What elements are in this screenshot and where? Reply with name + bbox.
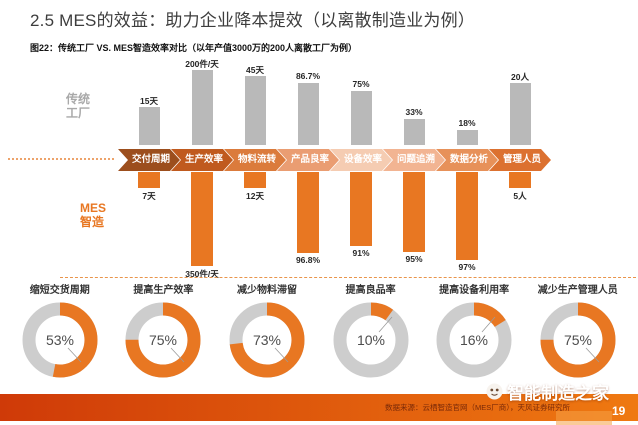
traditional-bar-value: 75% (352, 79, 370, 89)
donut-ring: 16% (436, 302, 512, 378)
traditional-bar (298, 83, 319, 145)
donut-title: 减少物料滞留 (236, 285, 297, 296)
traditional-bar-value: 33% (405, 107, 423, 117)
donut-title: 提高良品率 (345, 285, 396, 296)
donut-chart: 提高良品率 10% (319, 281, 423, 382)
traditional-bar (192, 70, 213, 145)
category-arrow: 问题追溯 (383, 149, 445, 171)
page-number: 19 (612, 404, 626, 418)
mes-bar-value: 12天 (246, 191, 264, 201)
donut-title: 缩短交货周期 (29, 285, 90, 296)
data-source-note: 数据来源：云栖智造官网（MES厂商），天风证券研究所 (385, 403, 571, 412)
mes-bar (509, 172, 531, 188)
donut-value: 75% (149, 332, 177, 348)
traditional-bar (139, 107, 160, 145)
mes-bar-value: 350件/天 (185, 269, 219, 279)
traditional-bar-value: 15天 (140, 96, 158, 106)
footer-bar (0, 394, 638, 421)
mes-bar-value: 7天 (142, 191, 156, 201)
mes-bar-value: 5人 (513, 191, 527, 201)
series-label-mes: MES 智造 (80, 201, 107, 229)
wechat-account-logo-icon (486, 383, 503, 400)
donut-value: 75% (564, 332, 592, 348)
category-arrow: 交付周期 (118, 149, 180, 171)
mes-bar (403, 172, 425, 252)
traditional-bar (457, 130, 478, 145)
donut-title: 提高设备利用率 (439, 285, 510, 296)
donut-value: 73% (253, 332, 281, 348)
mes-bar-value: 91% (352, 248, 370, 258)
traditional-bar-value: 20人 (511, 72, 529, 82)
mes-bar (191, 172, 213, 266)
donut-title: 减少生产管理人员 (537, 285, 618, 296)
category-arrow: 物料流转 (224, 149, 286, 171)
dotted-separator-line (60, 277, 636, 278)
page-title: 2.5 MES的效益：助力企业降本提效（以离散制造业为例） (30, 11, 475, 30)
dotted-leadin-line (8, 158, 114, 160)
donut-ring: 10% (333, 302, 409, 378)
donut-chart: 减少生产管理人员 75% (526, 281, 630, 382)
donut-row: 缩短交货周期 53% 提高生产效率 75% 减少物料滞留 73% 提高良品率 10% 提高设备利… (8, 281, 630, 382)
mes-bar (244, 172, 266, 188)
traditional-bar-value: 200件/天 (185, 59, 219, 69)
donut-chart: 提高生产效率 75% (112, 281, 216, 382)
mes-bar (297, 172, 319, 253)
traditional-bar (404, 119, 425, 145)
donut-ring: 75% (540, 302, 616, 378)
watermark: 智能制造之家 (486, 379, 609, 404)
mes-bar-value: 95% (405, 254, 423, 264)
category-arrow: 生产效率 (171, 149, 233, 171)
donut-value: 53% (46, 332, 74, 348)
donut-title: 提高生产效率 (133, 285, 194, 296)
traditional-bar-value: 45天 (246, 65, 264, 75)
mes-bar-value: 97% (458, 262, 476, 272)
watermark-text: 智能制造之家 (507, 384, 609, 403)
category-arrow: 数据分析 (436, 149, 498, 171)
donut-ring: 53% (22, 302, 98, 378)
figure-caption: 图22：传统工厂 VS. MES智造效率对比（以年产值3000万的200人离散工… (30, 43, 358, 53)
traditional-bar (510, 83, 531, 145)
traditional-bar-value: 18% (458, 118, 476, 128)
mes-bar (350, 172, 372, 246)
mes-bar (138, 172, 160, 188)
category-arrow: 管理人员 (489, 149, 551, 171)
donut-value: 16% (460, 332, 488, 348)
donut-ring: 73% (229, 302, 305, 378)
mes-bar-value: 96.8% (295, 255, 321, 265)
donut-chart: 缩短交货周期 53% (8, 281, 112, 382)
category-arrow: 设备效率 (330, 149, 392, 171)
traditional-bar (351, 91, 372, 145)
donut-chart: 提高设备利用率 16% (422, 281, 526, 382)
donut-ring: 75% (125, 302, 201, 378)
traditional-bar-value: 86.7% (295, 71, 321, 81)
donut-value: 10% (357, 332, 385, 348)
series-label-traditional: 传统 工厂 (66, 92, 91, 120)
traditional-bar (245, 76, 266, 145)
category-arrow: 产品良率 (277, 149, 339, 171)
watermark-highlight-block (556, 411, 612, 425)
donut-chart: 减少物料滞留 73% (215, 281, 319, 382)
mes-bar (456, 172, 478, 260)
